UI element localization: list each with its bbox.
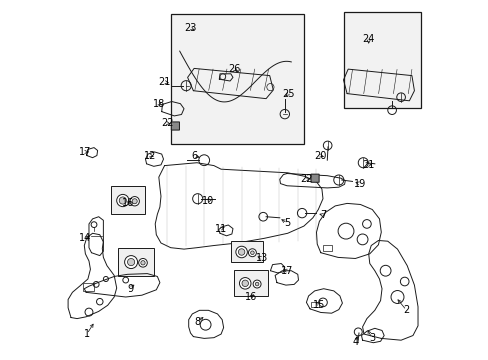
Text: 17: 17 (280, 266, 293, 276)
Circle shape (119, 197, 126, 204)
Bar (170, 14, 303, 144)
Text: 4: 4 (352, 337, 358, 347)
Circle shape (117, 194, 129, 207)
Circle shape (255, 282, 258, 286)
Text: 22: 22 (161, 118, 173, 128)
Text: 2: 2 (403, 305, 409, 315)
Text: 24: 24 (362, 34, 374, 44)
Text: 8: 8 (194, 317, 201, 327)
Circle shape (250, 251, 254, 255)
Circle shape (242, 280, 248, 287)
Circle shape (132, 199, 137, 204)
Bar (110, 186, 144, 214)
Text: 18: 18 (152, 99, 164, 109)
Bar (83, 283, 94, 291)
Circle shape (248, 249, 256, 257)
Text: 6: 6 (191, 150, 197, 161)
Text: 16: 16 (244, 292, 257, 302)
Circle shape (127, 258, 134, 266)
Text: 21: 21 (362, 160, 374, 170)
Circle shape (238, 249, 244, 255)
Bar (118, 248, 153, 276)
Text: 16: 16 (122, 198, 134, 208)
Circle shape (253, 280, 261, 288)
Text: 25: 25 (282, 89, 294, 99)
Text: 22: 22 (300, 174, 312, 184)
Text: 19: 19 (353, 179, 365, 189)
Circle shape (239, 278, 250, 289)
Text: 3: 3 (368, 333, 375, 343)
Circle shape (139, 258, 147, 267)
Bar (310, 302, 318, 307)
Bar (343, 12, 420, 108)
Text: 15: 15 (312, 300, 325, 310)
Text: 13: 13 (255, 253, 267, 263)
Text: 21: 21 (158, 77, 170, 87)
Text: 23: 23 (184, 23, 196, 33)
Text: 12: 12 (143, 150, 156, 161)
Circle shape (141, 261, 145, 265)
Bar (322, 245, 331, 251)
Bar (233, 270, 267, 296)
Bar (230, 241, 262, 262)
Text: 9: 9 (127, 284, 133, 294)
Text: 14: 14 (79, 233, 91, 243)
Circle shape (124, 256, 137, 269)
Text: 11: 11 (215, 224, 227, 234)
Text: 5: 5 (284, 218, 290, 228)
Text: 20: 20 (313, 150, 325, 161)
Circle shape (130, 197, 139, 206)
Text: 26: 26 (228, 64, 240, 74)
Text: 1: 1 (83, 329, 90, 339)
Text: 17: 17 (79, 147, 91, 157)
Circle shape (235, 246, 247, 258)
Text: 7: 7 (320, 210, 326, 220)
Text: 10: 10 (201, 195, 213, 206)
